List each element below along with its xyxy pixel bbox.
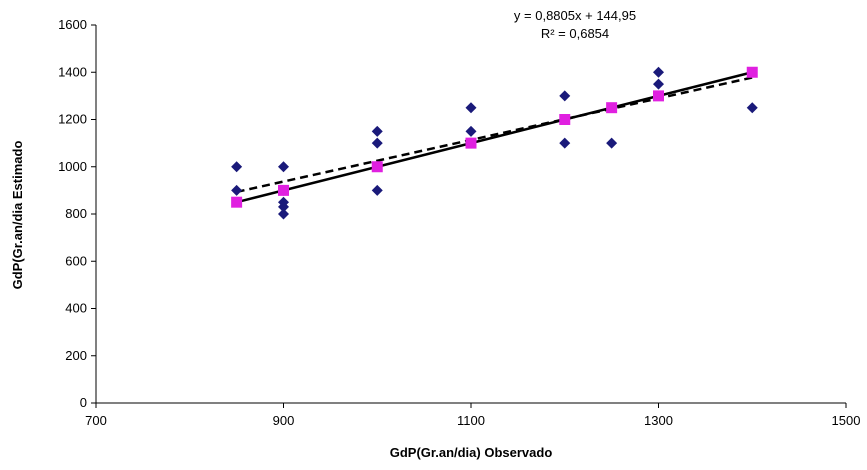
observed-point-marker	[465, 125, 477, 137]
observed-point-marker	[606, 137, 618, 149]
estimated-point-marker	[653, 90, 664, 102]
y-tick-label: 1000	[58, 159, 87, 174]
observed-point-marker	[653, 78, 664, 90]
axes: 0 200 400 600 800 1000 1200 1400 1600 700 900 1100 1…	[58, 17, 860, 428]
estimated-point-marker	[746, 66, 758, 78]
estimated-point-marker	[606, 102, 618, 114]
observed-point-marker	[371, 184, 383, 196]
observed-point-marker	[231, 184, 243, 196]
observed-point-marker	[278, 208, 289, 220]
y-tick-label: 400	[65, 301, 87, 316]
y-tick-label: 1200	[58, 112, 87, 127]
y-tick-label: 1600	[58, 17, 87, 32]
x-tick-label: 1300	[644, 413, 673, 428]
estimated-point-marker	[559, 114, 571, 125]
x-tick-label: 900	[273, 413, 295, 428]
observed-point-marker	[371, 137, 383, 149]
y-tick-label: 600	[65, 253, 87, 268]
observed-point-marker	[231, 161, 243, 173]
identity-line	[236, 71, 753, 204]
observed-point-marker	[371, 125, 383, 137]
y-tick-label: 200	[65, 348, 87, 363]
trendline-equation: y = 0,8805x + 144,95	[514, 8, 636, 23]
estimated-point-marker	[371, 161, 383, 173]
estimated-point-marker	[231, 196, 243, 208]
observed-point-marker	[465, 102, 477, 114]
x-tick-label: 1100	[457, 413, 485, 428]
y-axis-title: GdP(Gr.an/dia Estimado	[10, 141, 25, 290]
x-tick-label: 700	[85, 413, 107, 428]
estimated-point-marker	[278, 184, 289, 196]
observed-point-marker	[278, 161, 289, 173]
regression-line	[236, 76, 753, 194]
trend-lines	[236, 71, 753, 204]
y-tick-label: 800	[65, 206, 87, 221]
y-tick-label: 0	[80, 395, 87, 410]
observed-point-marker	[746, 102, 758, 114]
observed-point-marker	[559, 137, 571, 149]
observed-point-marker	[559, 90, 571, 102]
x-tick-label: 1500	[832, 413, 861, 428]
x-axis-title: GdP(Gr.an/dia) Observado	[390, 445, 553, 460]
observed-point-marker	[278, 201, 289, 213]
r-squared-label: R² = 0,6854	[541, 26, 609, 41]
data-points	[231, 66, 758, 220]
observed-point-marker	[653, 66, 664, 78]
estimated-point-marker	[465, 137, 477, 149]
y-tick-label: 1400	[58, 64, 87, 79]
